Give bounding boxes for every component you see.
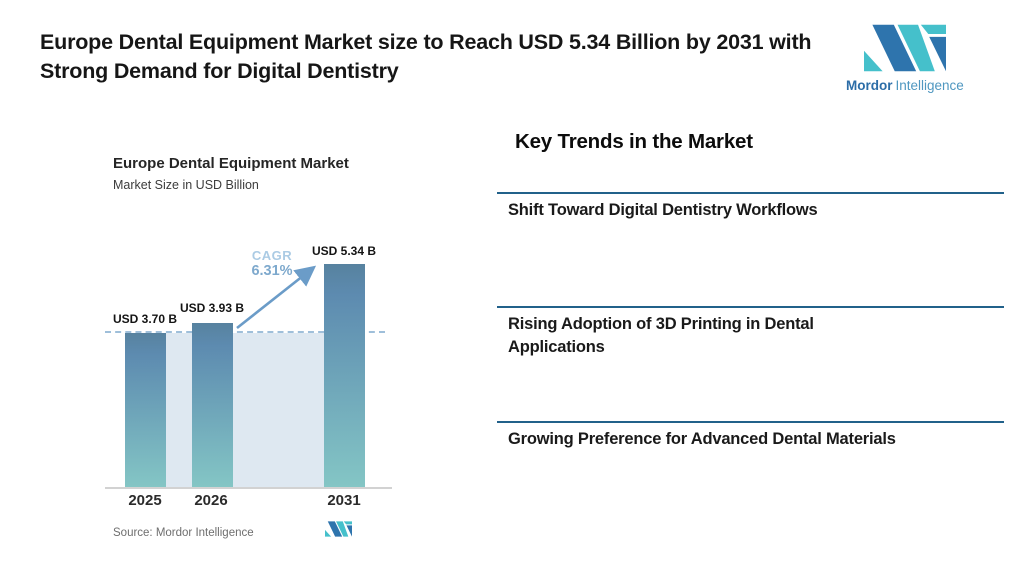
trends-heading: Key Trends in the Market	[515, 130, 753, 153]
separator-line	[497, 421, 1004, 423]
x-tick-2031: 2031	[327, 492, 361, 509]
brand-name-primary: Mordor	[846, 78, 893, 93]
brand-logo: Mordor Intelligence	[846, 24, 966, 93]
page-title: Europe Dental Equipment Market size to R…	[40, 30, 812, 83]
key-trends-panel: Key Trends in the Market Shift Toward Di…	[497, 125, 1004, 465]
separator-line	[497, 306, 1004, 308]
mordor-intelligence-logo-icon	[864, 24, 946, 72]
bar-2026	[192, 323, 233, 488]
source-attribution: Source: Mordor Intelligence	[113, 527, 254, 539]
bar-value-label-2031: USD 5.34 B	[311, 244, 377, 258]
bar-value-label-2025: USD 3.70 B	[112, 312, 178, 326]
bar-2031	[324, 264, 365, 488]
x-axis-line	[105, 487, 392, 489]
chart-title: Europe Dental Equipment Market	[113, 155, 349, 172]
brand-wordmark: Mordor Intelligence	[846, 78, 966, 93]
cagr-annotation: CAGR 6.31%	[240, 248, 304, 279]
brand-name-secondary: Intelligence	[895, 78, 964, 93]
trend-item-3: Growing Preference for Advanced Dental M…	[508, 430, 896, 448]
reference-dashed-line	[105, 331, 385, 333]
cagr-value: 6.31%	[251, 263, 293, 279]
bar-chart: USD 3.70 B USD 3.93 B USD 5.34 B CAGR 6.…	[105, 240, 395, 509]
trend-item-2: Rising Adoption of 3D Printing in Dental…	[508, 315, 814, 356]
x-tick-2026: 2026	[194, 492, 228, 509]
trend-item-1: Shift Toward Digital Dentistry Workflows	[508, 201, 818, 219]
source-logo-icon	[325, 521, 352, 537]
bar-value-label-2026: USD 3.93 B	[179, 301, 245, 315]
separator-line	[497, 192, 1004, 194]
bar-2025	[125, 333, 166, 488]
chart-subtitle: Market Size in USD Billion	[113, 178, 259, 192]
x-tick-2025: 2025	[128, 492, 162, 509]
cagr-label: CAGR	[251, 248, 293, 263]
